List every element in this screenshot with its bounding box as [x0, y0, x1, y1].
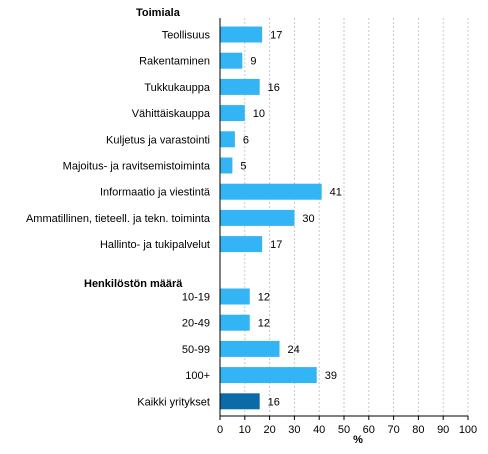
- category-label: Kaikki yritykset: [137, 396, 210, 408]
- category-label: Informaatio ja viestintä: [100, 187, 211, 199]
- bar: [220, 393, 260, 410]
- x-tick-label: 20: [263, 424, 275, 436]
- x-tick-label: 70: [387, 424, 399, 436]
- category-label: Ammatillinen, tieteell. ja tekn. toimint…: [26, 213, 211, 225]
- category-label: Majoitus- ja ravitsemistoiminta: [63, 161, 211, 173]
- bar: [220, 157, 233, 174]
- x-tick-label: 0: [217, 424, 223, 436]
- category-label: Tukkukauppa: [144, 82, 211, 94]
- bar: [220, 52, 243, 69]
- category-label: Kuljetus ja varastointi: [106, 134, 210, 146]
- bar: [220, 367, 317, 384]
- data-label: 5: [240, 161, 246, 173]
- bar: [220, 288, 250, 305]
- x-tick-label: 40: [313, 424, 325, 436]
- x-tick-label: 100: [459, 424, 477, 436]
- data-label: 30: [302, 213, 314, 225]
- bar: [220, 131, 235, 148]
- data-label: 41: [330, 187, 342, 199]
- bar: [220, 209, 295, 226]
- bar: [220, 183, 322, 200]
- data-label: 16: [268, 82, 280, 94]
- x-tick-label: 50: [338, 424, 350, 436]
- bar: [220, 340, 280, 357]
- category-label: 50-99: [182, 344, 210, 356]
- x-tick-label: 60: [363, 424, 375, 436]
- data-label: 12: [258, 318, 270, 330]
- data-label: 17: [270, 239, 282, 251]
- data-label: 12: [258, 292, 270, 304]
- category-label: Rakentaminen: [139, 56, 210, 68]
- bars: 17 9 16 10 6 5 41 30 17 12 12 24 39 16: [220, 26, 342, 410]
- x-tick-label: 30: [288, 424, 300, 436]
- category-label: Vähittäiskauppa: [132, 108, 211, 120]
- category-label: Teollisuus: [162, 30, 211, 42]
- x-tick-label: 80: [412, 424, 424, 436]
- group-header: Henkilöstön määrä: [84, 278, 183, 290]
- bar: [220, 314, 250, 331]
- data-label: 16: [268, 396, 280, 408]
- x-tick-label: 90: [437, 424, 449, 436]
- category-label: 100+: [185, 370, 210, 382]
- data-label: 24: [288, 344, 300, 356]
- bar: [220, 78, 260, 95]
- category-label: Hallinto- ja tukipalvelut: [100, 239, 210, 251]
- category-label: 20-49: [182, 318, 210, 330]
- category-labels: Toimiala Teollisuus Rakentaminen Tukkukaupp…: [26, 7, 211, 408]
- x-axis: 0 10 20 30 40 50 60 70 80 90 100: [217, 18, 477, 436]
- x-tick-label: 10: [239, 424, 251, 436]
- data-label: 6: [243, 134, 249, 146]
- category-label: 10-19: [182, 292, 210, 304]
- bar: [220, 236, 263, 253]
- data-label: 17: [270, 30, 282, 42]
- data-label: 10: [253, 108, 265, 120]
- group-header: Toimiala: [136, 7, 181, 19]
- x-axis-label: %: [353, 434, 363, 446]
- data-label: 9: [250, 56, 256, 68]
- bar: [220, 26, 263, 43]
- data-label: 39: [325, 370, 337, 382]
- bar: [220, 105, 245, 122]
